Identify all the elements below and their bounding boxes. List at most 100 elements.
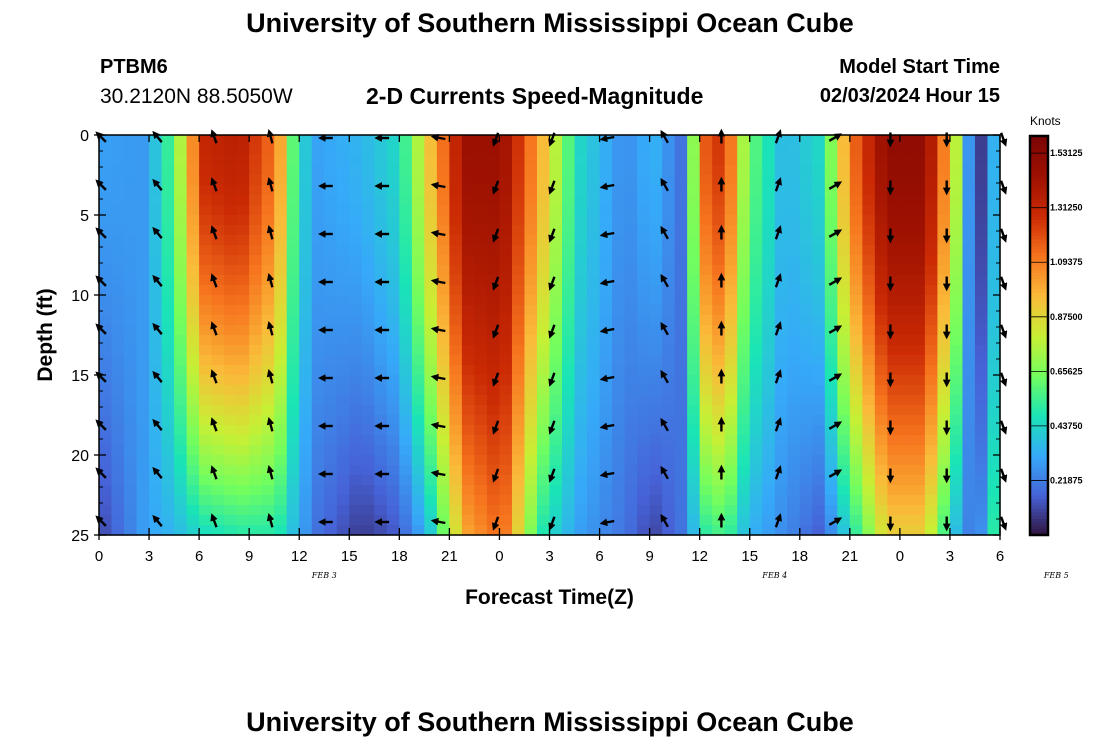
heatmap-cell bbox=[411, 275, 425, 286]
heatmap-cell bbox=[762, 375, 776, 386]
heatmap-cell bbox=[386, 325, 400, 336]
heatmap-cell bbox=[486, 205, 501, 216]
heatmap-cell bbox=[236, 515, 250, 526]
heatmap-cell bbox=[912, 335, 926, 346]
heatmap-cell bbox=[461, 205, 476, 216]
heatmap-cell bbox=[374, 175, 388, 186]
heatmap-cell bbox=[949, 145, 964, 156]
heatmap-cell bbox=[562, 225, 576, 236]
heatmap-cell bbox=[236, 335, 250, 346]
heatmap-cell bbox=[874, 395, 888, 406]
heatmap-cell bbox=[974, 135, 989, 146]
heatmap-cell bbox=[887, 265, 901, 276]
heatmap-cell bbox=[474, 415, 488, 426]
colorbar-segment bbox=[1030, 318, 1048, 323]
heatmap-cell bbox=[411, 265, 425, 276]
heatmap-cell bbox=[174, 295, 188, 306]
heatmap-cell bbox=[536, 425, 551, 436]
heatmap-cell bbox=[862, 515, 876, 526]
heatmap-cell bbox=[662, 515, 676, 526]
heatmap-cell bbox=[987, 385, 1001, 396]
heatmap-cell bbox=[424, 445, 438, 456]
heatmap-cell bbox=[712, 425, 726, 436]
heatmap-cell bbox=[299, 485, 313, 496]
heatmap-cell bbox=[449, 305, 463, 316]
heatmap-cell bbox=[274, 385, 288, 396]
heatmap-cell bbox=[787, 375, 801, 386]
heatmap-cell bbox=[511, 165, 526, 176]
heatmap-cell bbox=[161, 295, 175, 306]
colorbar-segment bbox=[1030, 239, 1048, 243]
heatmap-cell bbox=[737, 215, 751, 226]
heatmap-cell bbox=[987, 505, 1001, 516]
heatmap-cell bbox=[499, 405, 513, 416]
heatmap-cell bbox=[699, 185, 713, 196]
heatmap-cell bbox=[386, 405, 400, 416]
heatmap-cell bbox=[612, 135, 626, 146]
heatmap-cell bbox=[899, 215, 913, 226]
heatmap-cell bbox=[336, 375, 350, 386]
heatmap-cell bbox=[136, 225, 150, 236]
heatmap-cell bbox=[174, 325, 188, 336]
heatmap-cell bbox=[774, 135, 788, 146]
heatmap-cell bbox=[261, 165, 275, 176]
heatmap-cell bbox=[149, 285, 163, 296]
heatmap-cell bbox=[261, 195, 275, 206]
heatmap-cell bbox=[937, 385, 951, 396]
heatmap-cell bbox=[724, 275, 738, 286]
heatmap-cell bbox=[449, 395, 463, 406]
heatmap-cell bbox=[949, 165, 964, 176]
heatmap-cell bbox=[511, 215, 526, 226]
colorbar-segment bbox=[1030, 255, 1048, 260]
heatmap-cell bbox=[674, 515, 688, 526]
heatmap-cell bbox=[299, 165, 313, 176]
heatmap-cell bbox=[824, 265, 838, 276]
heatmap-cell bbox=[524, 325, 538, 336]
heatmap-cell bbox=[737, 335, 751, 346]
heatmap-cell bbox=[612, 355, 626, 366]
heatmap-cell bbox=[624, 395, 638, 406]
heatmap-cell bbox=[111, 205, 125, 216]
heatmap-cell bbox=[799, 475, 813, 486]
heatmap-cell bbox=[324, 195, 338, 206]
heatmap-cell bbox=[774, 425, 788, 436]
heatmap-cell bbox=[186, 255, 200, 266]
heatmap-cell bbox=[687, 205, 701, 216]
heatmap-cell bbox=[386, 305, 400, 316]
heatmap-cell bbox=[499, 525, 513, 536]
heatmap-cell bbox=[637, 395, 651, 406]
heatmap-cell bbox=[274, 315, 288, 326]
heatmap-cell bbox=[311, 175, 325, 186]
heatmap-cell bbox=[286, 205, 300, 216]
heatmap-cell bbox=[311, 485, 325, 496]
heatmap-cell bbox=[261, 325, 275, 336]
heatmap-cell bbox=[624, 525, 638, 536]
heatmap-cell bbox=[374, 525, 388, 536]
heatmap-cell bbox=[712, 345, 726, 356]
heatmap-cell bbox=[599, 475, 613, 486]
current-arrow bbox=[548, 180, 556, 195]
heatmap-cell bbox=[199, 525, 213, 536]
heatmap-cell bbox=[161, 185, 175, 196]
heatmap-cell bbox=[324, 135, 338, 146]
heatmap-cell bbox=[624, 345, 638, 356]
heatmap-cell bbox=[837, 145, 851, 156]
heatmap-cell bbox=[774, 415, 788, 426]
colorbar-segment bbox=[1030, 165, 1048, 170]
heatmap-cell bbox=[324, 295, 338, 306]
heatmap-cell bbox=[486, 225, 501, 236]
heatmap-cell bbox=[411, 475, 425, 486]
current-arrow bbox=[548, 468, 556, 483]
heatmap-cell bbox=[824, 355, 838, 366]
heatmap-cell bbox=[461, 525, 476, 536]
heatmap-cell bbox=[536, 275, 551, 286]
heatmap-cell bbox=[411, 145, 425, 156]
heatmap-cell bbox=[824, 155, 838, 166]
heatmap-cell bbox=[211, 505, 225, 516]
heatmap-cell bbox=[737, 405, 751, 416]
heatmap-cell bbox=[111, 325, 125, 336]
heatmap-cell bbox=[887, 325, 901, 336]
heatmap-cell bbox=[124, 245, 138, 256]
heatmap-cell bbox=[887, 305, 901, 316]
heatmap-cell bbox=[311, 245, 325, 256]
